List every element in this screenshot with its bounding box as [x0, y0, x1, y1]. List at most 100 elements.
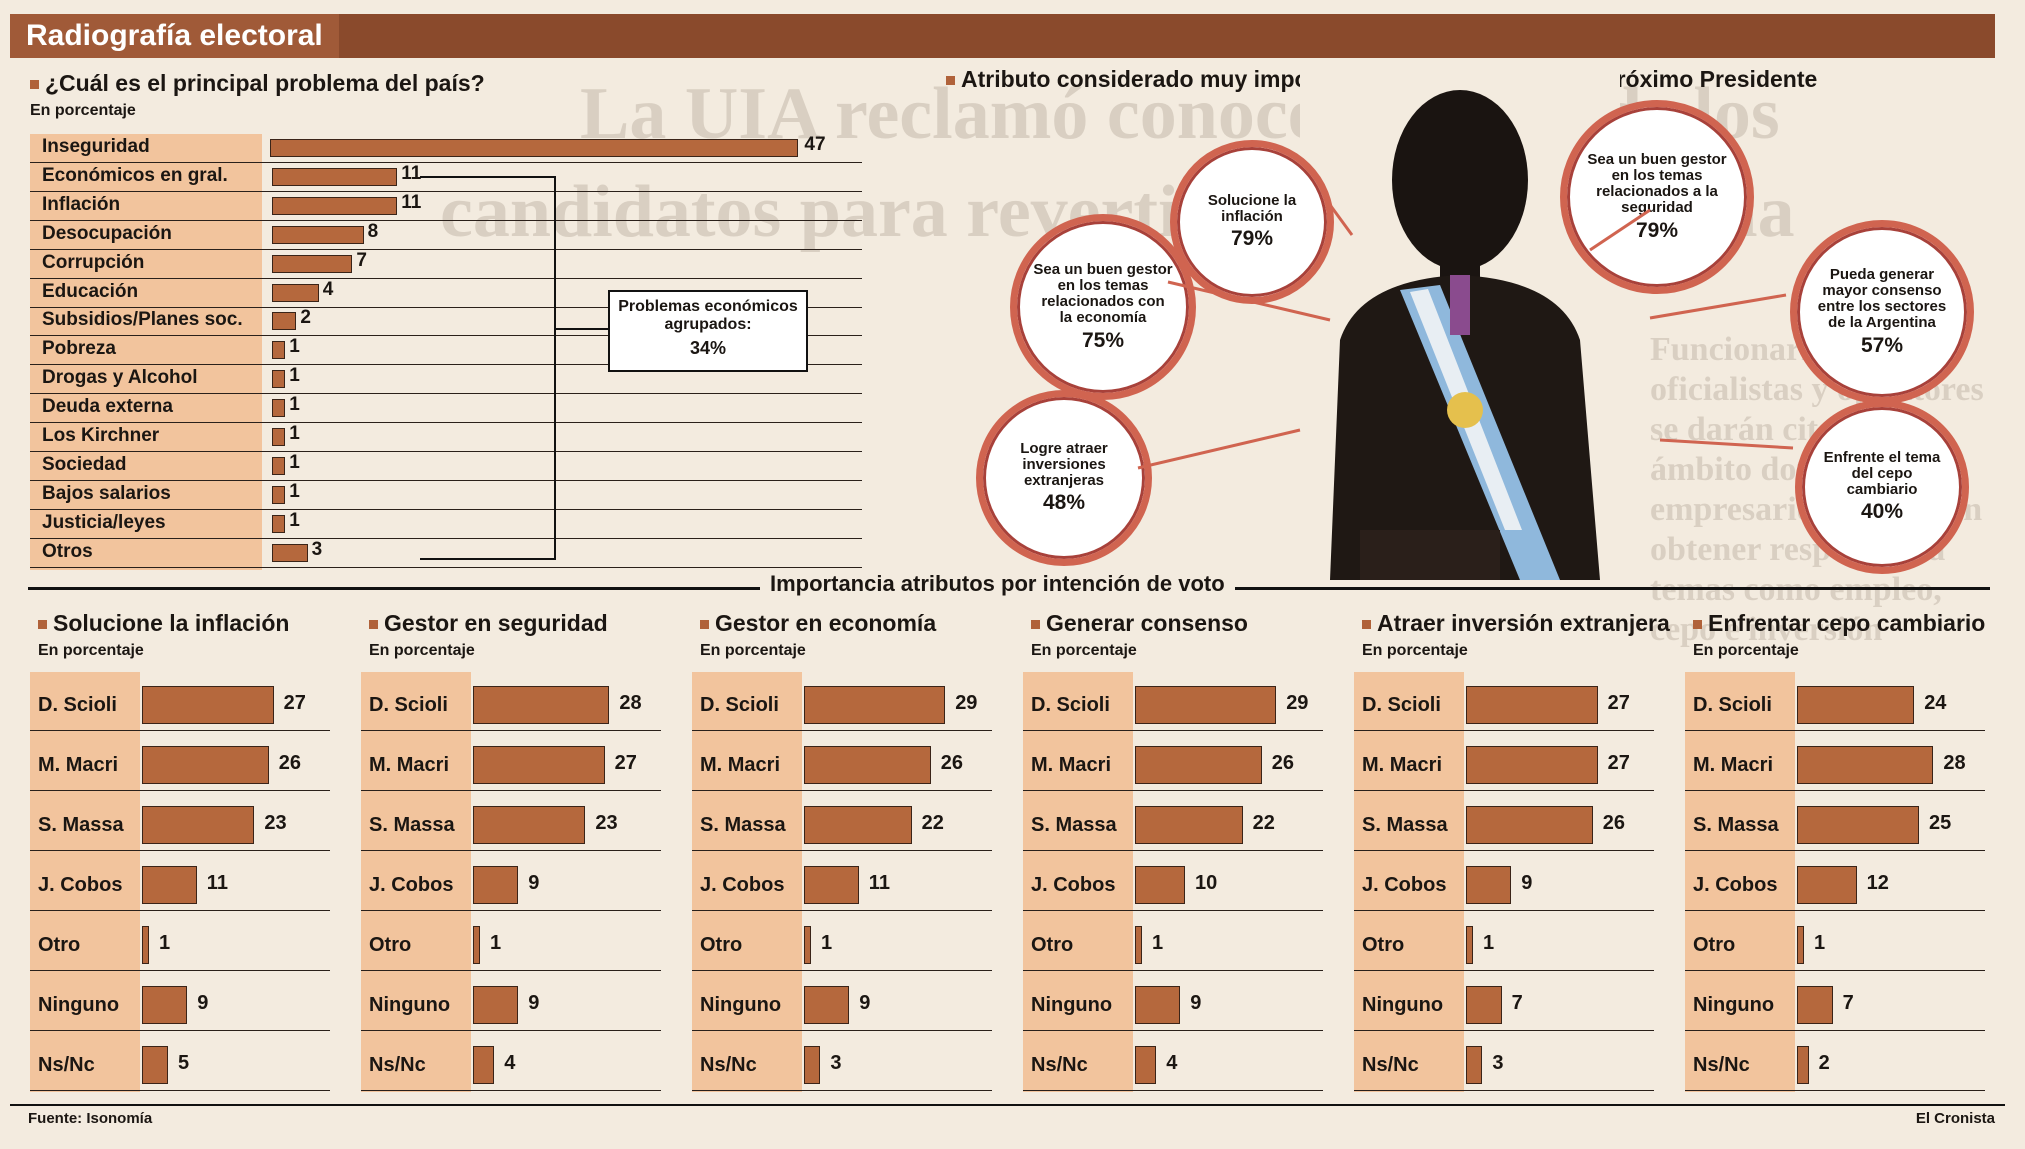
- candidate-label: Ninguno: [1693, 994, 1775, 1016]
- candidate-row: Ninguno 9: [1023, 970, 1323, 1031]
- candidate-row: S. Massa 23: [361, 790, 661, 851]
- candidate-label: D. Scioli: [1362, 694, 1441, 716]
- candidate-panel: Atraer inversión extranjera En porcentaje…: [1354, 602, 1670, 1102]
- candidate-label: Ns/Nc: [1693, 1054, 1750, 1076]
- candidate-value: 7: [1842, 992, 1854, 1014]
- problems-title: ¿Cuál es el principal problema del país?: [30, 70, 485, 97]
- candidate-row: D. Scioli 28: [361, 670, 661, 731]
- problem-row: Educación 4: [30, 279, 862, 308]
- problem-bar: [272, 312, 297, 331]
- candidate-label: J. Cobos: [1693, 874, 1778, 896]
- panel-unit: En porcentaje: [1693, 642, 1799, 659]
- candidate-row: Ninguno 9: [361, 970, 661, 1031]
- candidate-bar: [142, 746, 269, 784]
- candidate-row: J. Cobos 11: [692, 850, 992, 911]
- candidate-value: 4: [1166, 1052, 1178, 1074]
- candidate-bar: [804, 1046, 821, 1084]
- source-note: Fuente: Isonomía: [28, 1110, 153, 1127]
- candidate-value: 27: [614, 752, 637, 774]
- candidate-bar: [1797, 686, 1915, 724]
- problem-row: Otros 3: [30, 539, 862, 568]
- candidate-value: 28: [619, 692, 642, 714]
- candidate-row: Otro 1: [692, 910, 992, 971]
- candidate-panel: Generar consenso En porcentaje D. Scioli 29…: [1023, 602, 1333, 1102]
- problem-value: 11: [401, 191, 422, 213]
- candidate-value: 12: [1866, 872, 1889, 894]
- bullet-square-icon: [700, 620, 709, 630]
- candidate-label: M. Macri: [38, 754, 119, 776]
- problem-value: 8: [367, 220, 379, 242]
- candidate-row: J. Cobos 10: [1023, 850, 1323, 911]
- problem-bar: [272, 283, 319, 302]
- problem-label: Los Kirchner: [42, 425, 160, 446]
- candidate-value: 11: [868, 872, 890, 894]
- problem-value: 1: [289, 509, 300, 531]
- bottom-rule: [10, 1104, 2005, 1106]
- attribute-circle: Solucione la inflación 79%: [1170, 140, 1334, 304]
- candidate-row: Ninguno 9: [692, 970, 992, 1031]
- candidate-value: 5: [178, 1052, 190, 1074]
- candidate-label: D. Scioli: [38, 694, 117, 716]
- panel-title-text: Solucione la inflación: [53, 610, 290, 636]
- panel-title: Gestor en economía: [700, 610, 936, 637]
- problem-row: Bajos salarios 1: [30, 481, 862, 510]
- candidate-bar: [804, 866, 859, 904]
- problem-row: Desocupación 8: [30, 221, 862, 250]
- candidate-row: J. Cobos 9: [1354, 850, 1654, 911]
- panel-label-strip: [692, 672, 802, 1092]
- candidate-value: 10: [1195, 872, 1218, 894]
- candidate-row: D. Scioli 27: [1354, 670, 1654, 731]
- candidate-label: D. Scioli: [369, 694, 448, 716]
- bracket-econ: [420, 176, 556, 560]
- candidate-row: Otro 1: [1685, 910, 1985, 971]
- problem-bar: [270, 139, 799, 157]
- candidate-label: S. Massa: [369, 814, 455, 836]
- candidate-value: 1: [1814, 932, 1826, 954]
- candidate-bar: [142, 926, 149, 964]
- candidate-label: Ns/Nc: [38, 1054, 95, 1076]
- problem-value: 47: [804, 134, 826, 155]
- candidate-bar: [142, 866, 197, 904]
- candidate-panel: Solucione la inflación En porcentaje D. Sc…: [30, 602, 340, 1102]
- problem-label: Subsidios/Planes soc.: [42, 309, 243, 331]
- candidate-row: Otro 1: [361, 910, 661, 971]
- candidate-bar: [804, 686, 946, 724]
- problem-row: Corrupción 7: [30, 250, 862, 279]
- problem-bar: [272, 543, 308, 562]
- candidate-value: 4: [504, 1052, 516, 1074]
- callout-value: 34%: [689, 338, 727, 358]
- candidate-bar: [1466, 806, 1593, 844]
- candidate-value: 29: [1286, 692, 1309, 714]
- problem-value: 1: [289, 480, 300, 502]
- problem-bar: [272, 399, 286, 418]
- candidate-row: Ninguno 7: [1354, 970, 1654, 1031]
- problem-label: Inseguridad: [42, 136, 150, 157]
- panel-unit: En porcentaje: [700, 642, 806, 659]
- problem-row: Inflación 11: [30, 192, 862, 221]
- problem-row: Deuda externa 1: [30, 394, 862, 424]
- candidate-value: 1: [821, 932, 833, 954]
- candidate-row: Ns/Nc 3: [1354, 1030, 1654, 1091]
- candidate-bar: [142, 986, 188, 1024]
- candidate-row: J. Cobos 9: [361, 850, 661, 911]
- problem-value: 2: [300, 307, 311, 329]
- attribute-pct: 75%: [1081, 328, 1125, 352]
- candidate-label: J. Cobos: [1362, 874, 1447, 896]
- problems-unit: En porcentaje: [30, 102, 136, 119]
- panel-label-strip: [361, 672, 471, 1092]
- attribute-text: Enfrente el tema del cepo cambiario: [1823, 448, 1941, 499]
- candidate-row: D. Scioli 24: [1685, 670, 1985, 731]
- problem-bar: [272, 514, 286, 533]
- bullet-square-icon: [38, 620, 47, 630]
- candidate-label: J. Cobos: [38, 874, 123, 896]
- candidate-row: D. Scioli 27: [30, 670, 330, 731]
- attribute-text: Logre atraer inversiones extranjeras: [1020, 439, 1108, 490]
- panel-title: Solucione la inflación: [38, 610, 289, 637]
- panel-title-text: Generar consenso: [1046, 610, 1248, 636]
- problem-label: Otros: [42, 540, 93, 562]
- candidate-value: 9: [528, 992, 540, 1014]
- candidate-bar: [1797, 806, 1919, 844]
- president-silhouette-icon: [1300, 60, 1620, 580]
- candidate-row: M. Macri 27: [1354, 730, 1654, 791]
- problem-label: Sociedad: [42, 453, 127, 475]
